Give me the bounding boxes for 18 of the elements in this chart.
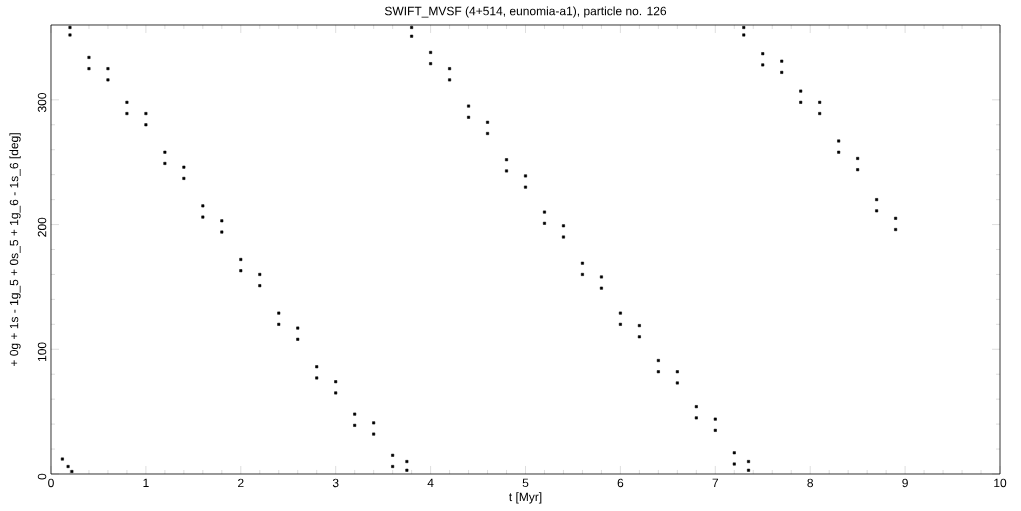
y-axis-title: + 0g + 1s - 1g_5 + 0s_5 + 1g_6 - 1s_6 [deg]	[9, 133, 21, 366]
y-tick-label: 200	[37, 217, 47, 237]
x-tick-label: 0	[48, 478, 54, 488]
x-tick-label: 4	[427, 478, 434, 487]
x-tick-label: 5	[522, 478, 529, 488]
x-tick-label: 1	[143, 478, 149, 487]
x-axis-title: t [Myr]	[509, 492, 542, 504]
x-tick-label: 10	[994, 478, 1007, 488]
x-tick-label: 2	[238, 478, 244, 488]
x-tick-label: 7	[712, 478, 719, 487]
chart-title: SWIFT_MVSF (4+514, eunomia-a1), particle no. 126	[384, 6, 667, 18]
x-tick-label: 6	[617, 478, 624, 488]
x-tick-label: 8	[807, 478, 814, 488]
y-tick-label: 100	[37, 342, 47, 362]
y-tick-label: 0	[37, 473, 47, 480]
y-tick-label: 300	[37, 92, 47, 113]
x-tick-label: 3	[332, 478, 339, 488]
x-tick-label: 9	[902, 478, 908, 488]
